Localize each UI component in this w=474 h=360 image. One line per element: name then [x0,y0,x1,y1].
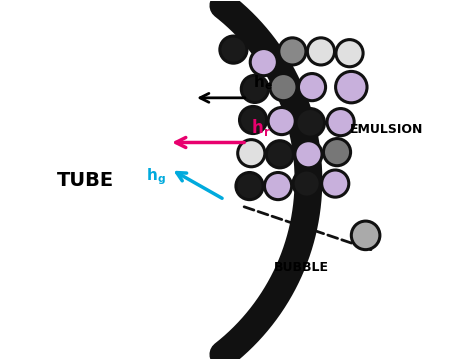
Circle shape [236,172,263,200]
Circle shape [279,38,306,65]
Circle shape [264,172,292,200]
Text: $\mathbf{h_g}$: $\mathbf{h_g}$ [146,166,165,187]
Circle shape [268,108,295,135]
Circle shape [238,140,265,167]
Circle shape [220,36,247,63]
Circle shape [327,109,354,136]
Text: $\mathbf{h_r}$: $\mathbf{h_r}$ [251,117,271,138]
Circle shape [336,71,367,103]
Circle shape [250,49,277,76]
Circle shape [239,107,267,134]
Text: EMULSION: EMULSION [350,123,424,136]
Text: BUBBLE: BUBBLE [274,261,329,274]
Circle shape [270,73,297,101]
Circle shape [336,40,363,67]
Circle shape [241,75,268,103]
Text: TUBE: TUBE [56,171,114,189]
Circle shape [296,109,325,137]
Circle shape [323,139,351,166]
Circle shape [293,170,320,197]
Text: $\mathbf{h_e}$: $\mathbf{h_e}$ [253,74,273,93]
Circle shape [299,73,326,101]
Circle shape [266,141,293,168]
Circle shape [351,221,380,249]
Circle shape [307,38,335,65]
Circle shape [295,141,322,168]
Circle shape [322,170,349,197]
